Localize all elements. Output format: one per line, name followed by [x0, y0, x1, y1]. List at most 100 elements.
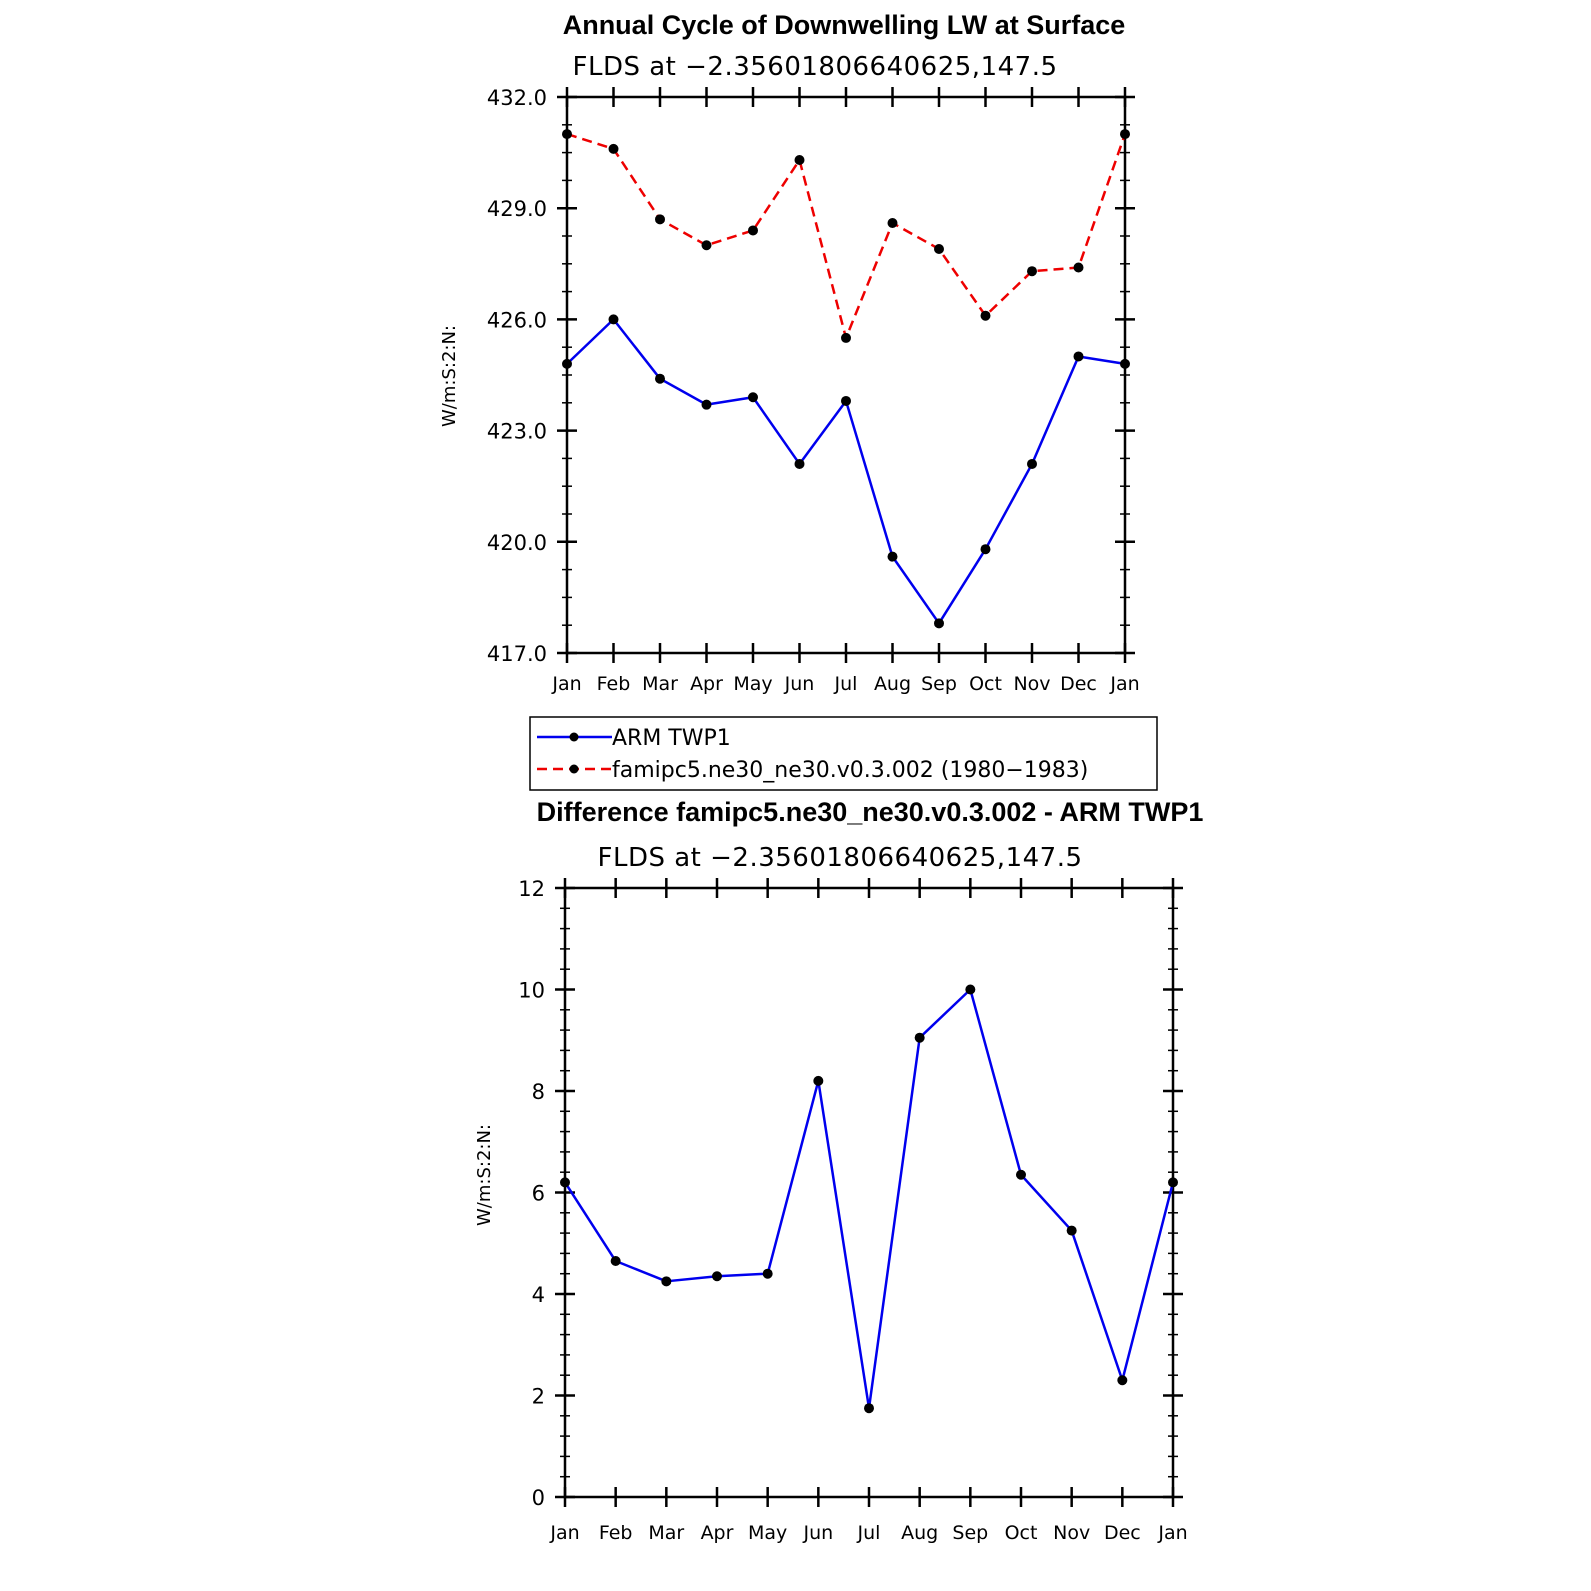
legend-marker — [569, 764, 579, 774]
data-point — [610, 1256, 621, 1267]
data-point — [1073, 351, 1084, 362]
y-tick-label: 12 — [518, 877, 545, 901]
data-point — [934, 618, 944, 629]
x-tick-label: Nov — [1053, 1522, 1090, 1544]
data-point — [1117, 1375, 1128, 1386]
legend-entry-model: famipc5.ne30_ne30.v0.3.002 (1980−1983) — [537, 758, 1088, 783]
x-tick-label: May — [733, 673, 772, 695]
data-point — [887, 218, 898, 229]
data-point — [1168, 1177, 1178, 1188]
chart-subtitle: FLDS at −2.35601806640625,147.5 — [598, 843, 1083, 873]
plot-area: 417.0 420.0 423.0 426.0 429.0 432.0 Jan Feb Mar A… — [487, 86, 1140, 695]
x-tick-label: Jul — [834, 673, 858, 695]
legend: ARM TWP1 famipc5.ne30_ne30.v0.3.002 (198… — [529, 716, 1158, 791]
x-tick-label: Jan — [1157, 1522, 1187, 1544]
x-tick-label: May — [748, 1522, 787, 1544]
legend-marker — [569, 732, 579, 742]
legend-label: famipc5.ne30_ne30.v0.3.002 (1980−1983) — [612, 758, 1088, 783]
chart-title: Difference famipc5.ne30_ne30.v0.3.002 - … — [537, 797, 1204, 827]
x-tick-label: Mar — [642, 673, 678, 695]
data-point — [980, 544, 991, 555]
data-point — [712, 1271, 722, 1282]
legend-box — [529, 716, 1158, 791]
y-tick-label: 6 — [532, 1182, 545, 1206]
y-tick-label: 8 — [532, 1080, 545, 1104]
data-point — [841, 395, 851, 406]
y-tick-label: 429.0 — [487, 197, 547, 221]
y-tick-label: 417.0 — [487, 642, 547, 666]
data-point — [1066, 1225, 1077, 1236]
difference-chart: Difference famipc5.ne30_ne30.v0.3.002 - … — [474, 797, 1203, 1544]
x-tick-label: Dec — [1104, 1522, 1141, 1544]
data-point — [813, 1075, 824, 1086]
data-point — [608, 314, 619, 325]
data-point — [661, 1276, 672, 1287]
series-line-1 — [566, 132, 1127, 340]
data-point — [1073, 262, 1084, 273]
x-tick-label: Aug — [874, 673, 911, 695]
data-point — [1027, 458, 1037, 469]
data-point — [864, 1403, 874, 1414]
x-tick-label: Aug — [901, 1522, 938, 1544]
series-line-0 — [563, 988, 1175, 1410]
data-point — [887, 551, 898, 562]
annual-cycle-chart: Annual Cycle of Downwelling LW at Surfac… — [439, 10, 1140, 695]
y-axis-label: W/m:S:2:N: — [474, 1124, 495, 1226]
x-tick-label: Oct — [969, 673, 1002, 695]
chart-subtitle: FLDS at −2.35601806640625,147.5 — [573, 52, 1058, 82]
chart-title: Annual Cycle of Downwelling LW at Surfac… — [563, 10, 1126, 40]
y-tick-label: 0 — [532, 1486, 545, 1510]
data-point — [934, 243, 944, 254]
x-tick-label: Sep — [952, 1522, 988, 1544]
plot-frame — [565, 95, 1127, 655]
data-point — [794, 155, 805, 166]
data-point — [748, 225, 758, 236]
data-point — [655, 373, 665, 384]
x-tick-label: Jun — [802, 1522, 833, 1544]
x-tick-label: Oct — [1005, 1522, 1038, 1544]
x-tick-label: Feb — [597, 673, 631, 695]
data-point — [965, 984, 976, 995]
x-tick-label: Dec — [1060, 673, 1097, 695]
data-point — [748, 392, 758, 403]
x-tick-label: Jan — [1109, 673, 1139, 695]
data-point — [560, 1177, 570, 1188]
x-tick-label: Mar — [648, 1522, 684, 1544]
plot-area: 0 2 4 6 8 10 12 Jan Feb Mar Apr May Jun Jul Aug Sep Oct N… — [518, 877, 1187, 1544]
data-point — [794, 458, 805, 469]
x-tick-label: Feb — [599, 1522, 633, 1544]
y-tick-label: 420.0 — [487, 531, 547, 555]
data-point — [1120, 358, 1130, 369]
x-tick-label: Sep — [921, 673, 957, 695]
series-line-0 — [566, 318, 1126, 625]
y-tick-label: 2 — [532, 1385, 545, 1409]
x-tick-label: Jan — [551, 673, 581, 695]
data-point — [701, 240, 712, 251]
data-point — [1016, 1169, 1026, 1180]
x-tick-label: Jun — [784, 673, 815, 695]
x-tick-label: Apr — [701, 1522, 734, 1544]
y-axis-label: W/m:S:2:N: — [439, 325, 460, 427]
x-tick-label: Jan — [549, 1522, 579, 1544]
data-point — [562, 358, 572, 369]
data-point — [701, 399, 712, 410]
y-tick-label: 4 — [532, 1283, 545, 1307]
y-tick-label: 423.0 — [487, 420, 547, 444]
x-tick-label: Nov — [1013, 673, 1050, 695]
data-point — [608, 143, 619, 154]
data-point — [841, 332, 851, 343]
data-point — [914, 1032, 925, 1043]
y-tick-label: 426.0 — [487, 308, 547, 332]
y-tick-label: 432.0 — [487, 86, 547, 110]
x-tick-label: Jul — [857, 1522, 881, 1544]
y-tick-label: 10 — [518, 979, 545, 1003]
data-point — [655, 214, 665, 225]
data-point — [762, 1268, 773, 1279]
data-point — [562, 129, 572, 140]
data-point — [1120, 129, 1130, 140]
legend-entry-arm: ARM TWP1 — [537, 726, 731, 751]
data-point — [1027, 266, 1037, 277]
x-tick-label: Apr — [690, 673, 723, 695]
data-point — [980, 310, 991, 321]
